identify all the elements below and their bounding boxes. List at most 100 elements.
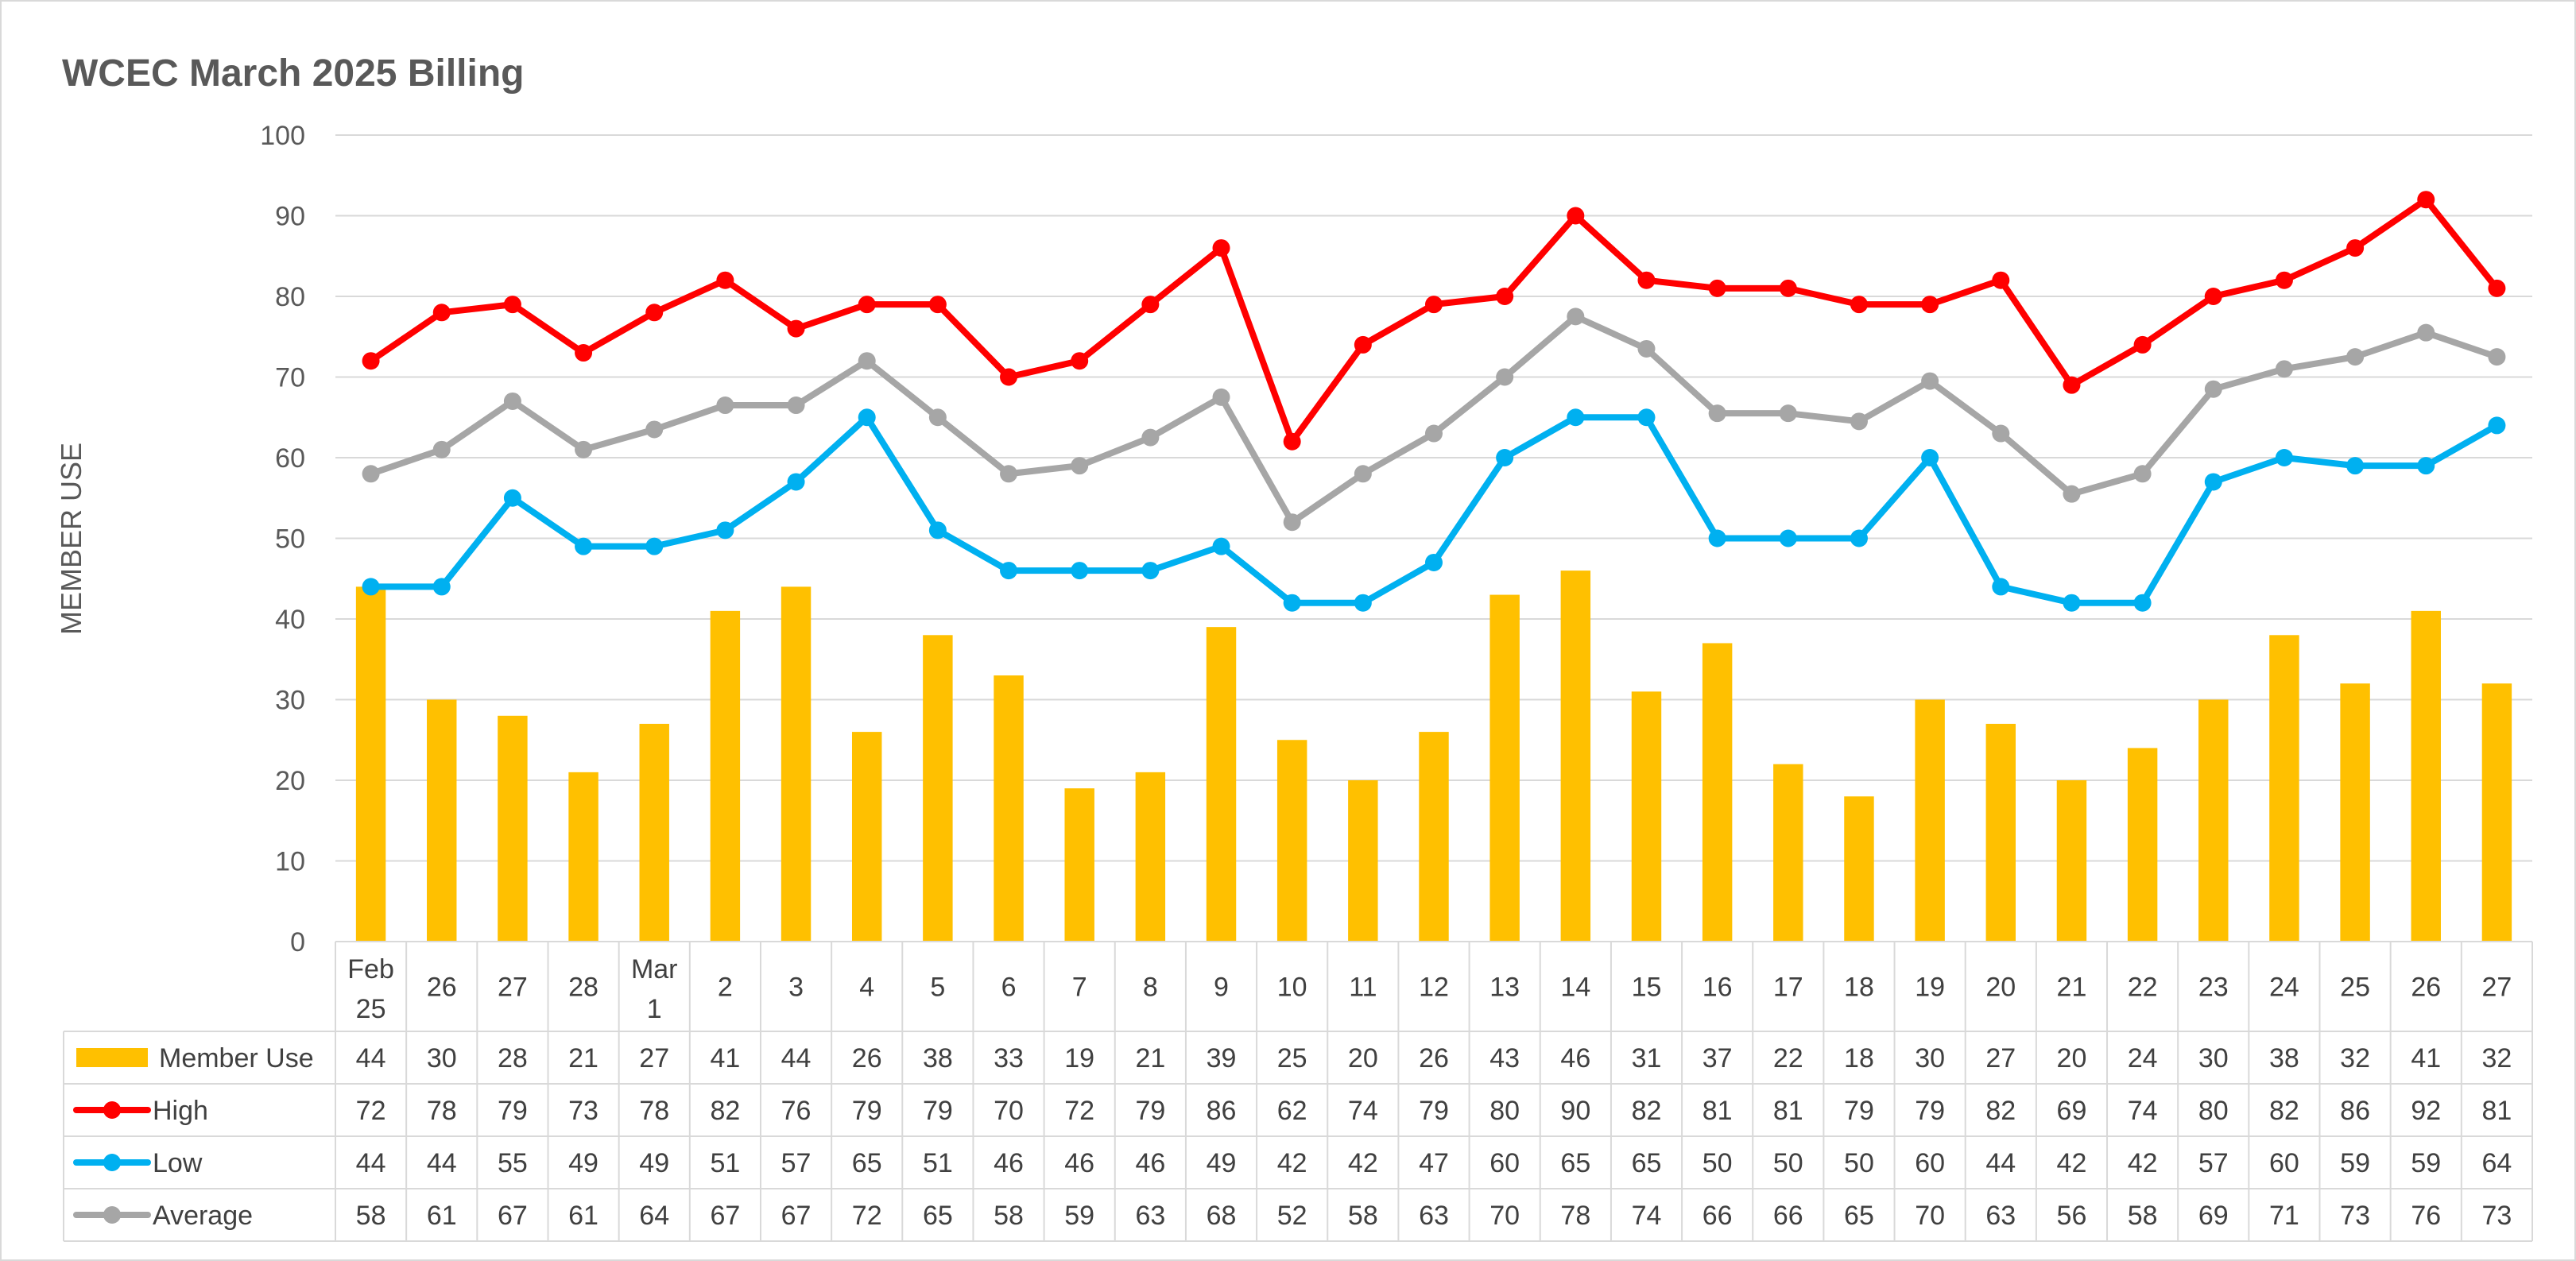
y-tick-label: 80 (275, 282, 305, 312)
y-tick-label: 70 (275, 363, 305, 393)
x-tick-label: 3 (788, 973, 804, 1003)
legend-key-marker (103, 1154, 121, 1171)
table-cell: 56 (2057, 1201, 2087, 1231)
data-point (2133, 465, 2152, 483)
table-cell: 50 (1702, 1148, 1733, 1178)
x-tick-label: 5 (930, 973, 945, 1003)
table-cell: 58 (994, 1201, 1024, 1231)
table-cell: 39 (1207, 1043, 1237, 1073)
bar (1985, 723, 2016, 942)
data-point (858, 296, 876, 314)
x-tick-label: 1 (647, 994, 662, 1024)
data-point (575, 440, 593, 458)
data-point (1354, 335, 1372, 354)
data-point (1141, 296, 1160, 314)
data-point (1141, 428, 1160, 447)
legend-label: Low (153, 1148, 203, 1178)
data-point (2204, 380, 2222, 398)
table-cell: 61 (568, 1201, 598, 1231)
x-tick-label: Mar (631, 954, 678, 984)
x-tick-label: 25 (356, 994, 386, 1024)
data-point (575, 537, 593, 555)
x-tick-label: 27 (498, 973, 528, 1003)
bar (427, 699, 457, 942)
legend-key-marker (103, 1101, 121, 1119)
table-cell: 79 (1135, 1096, 1165, 1126)
table-cell: 59 (1064, 1201, 1094, 1231)
data-point (1425, 553, 1443, 571)
table-cell: 67 (498, 1201, 528, 1231)
data-point (2063, 376, 2081, 394)
data-point (716, 396, 734, 415)
series-average (362, 308, 2506, 532)
table-cell: 57 (781, 1148, 812, 1178)
y-tick-label: 100 (260, 121, 305, 151)
table-cell: 60 (1489, 1148, 1520, 1178)
table-cell: 69 (2057, 1096, 2087, 1126)
table-cell: 27 (1985, 1043, 2016, 1073)
table-cell: 65 (1844, 1201, 1874, 1231)
data-point (1496, 288, 1514, 305)
table-cell: 71 (2269, 1201, 2299, 1231)
x-tick-label: 10 (1277, 973, 1307, 1003)
table-cell: 49 (568, 1148, 598, 1178)
table-cell: 65 (1560, 1148, 1590, 1178)
data-point (2346, 457, 2365, 475)
table-cell: 82 (710, 1096, 740, 1126)
bar (710, 610, 741, 942)
y-tick-label: 20 (275, 766, 305, 796)
table-cell: 60 (1915, 1148, 1945, 1178)
table-cell: 92 (2411, 1096, 2441, 1126)
bar (2056, 780, 2087, 942)
x-tick-label: 12 (1419, 973, 1449, 1003)
data-point (787, 396, 805, 415)
table-cell: 46 (994, 1148, 1024, 1178)
table-cell: 63 (1135, 1201, 1165, 1231)
data-point (2488, 416, 2506, 435)
table-cell: 80 (1489, 1096, 1520, 1126)
data-point (1779, 279, 1797, 297)
data-point (1637, 271, 1656, 289)
data-point (432, 304, 451, 322)
data-point (575, 344, 593, 362)
table-cell: 50 (1844, 1148, 1874, 1178)
data-point (1921, 449, 1939, 466)
table-cell: 72 (852, 1201, 882, 1231)
table-cell: 51 (923, 1148, 953, 1178)
x-tick-label: 2 (718, 973, 733, 1003)
x-tick-label: 27 (2482, 973, 2512, 1003)
table-cell: 37 (1702, 1043, 1733, 1073)
table-cell: 64 (2482, 1148, 2512, 1178)
table-cell: 79 (923, 1096, 953, 1126)
data-point (1141, 562, 1160, 580)
x-tick-label: 4 (859, 973, 874, 1003)
table-cell: 79 (852, 1096, 882, 1126)
data-point (1496, 449, 1514, 466)
table-cell: 72 (1064, 1096, 1094, 1126)
table-cell: 27 (639, 1043, 669, 1073)
data-point (1921, 372, 1939, 390)
table-cell: 66 (1702, 1201, 1733, 1231)
y-tick-label: 90 (275, 202, 305, 232)
table-cell: 33 (994, 1043, 1024, 1073)
bar (781, 586, 812, 942)
line-series (362, 191, 2506, 612)
data-point (1779, 404, 1797, 423)
bar (1348, 780, 1378, 942)
table-cell: 82 (2269, 1096, 2299, 1126)
table-cell: 41 (2411, 1043, 2441, 1073)
data-point (1212, 388, 1230, 406)
table-cell: 22 (1773, 1043, 1803, 1073)
y-tick-label: 0 (290, 927, 305, 957)
table-cell: 59 (2411, 1148, 2441, 1178)
y-tick-label: 30 (275, 686, 305, 716)
data-point (928, 521, 947, 540)
data-point (1071, 457, 1089, 475)
table-cell: 73 (568, 1096, 598, 1126)
table-cell: 74 (1632, 1201, 1662, 1231)
data-point (2133, 335, 2152, 354)
table-cell: 65 (852, 1148, 882, 1178)
table-cell: 66 (1773, 1201, 1803, 1231)
